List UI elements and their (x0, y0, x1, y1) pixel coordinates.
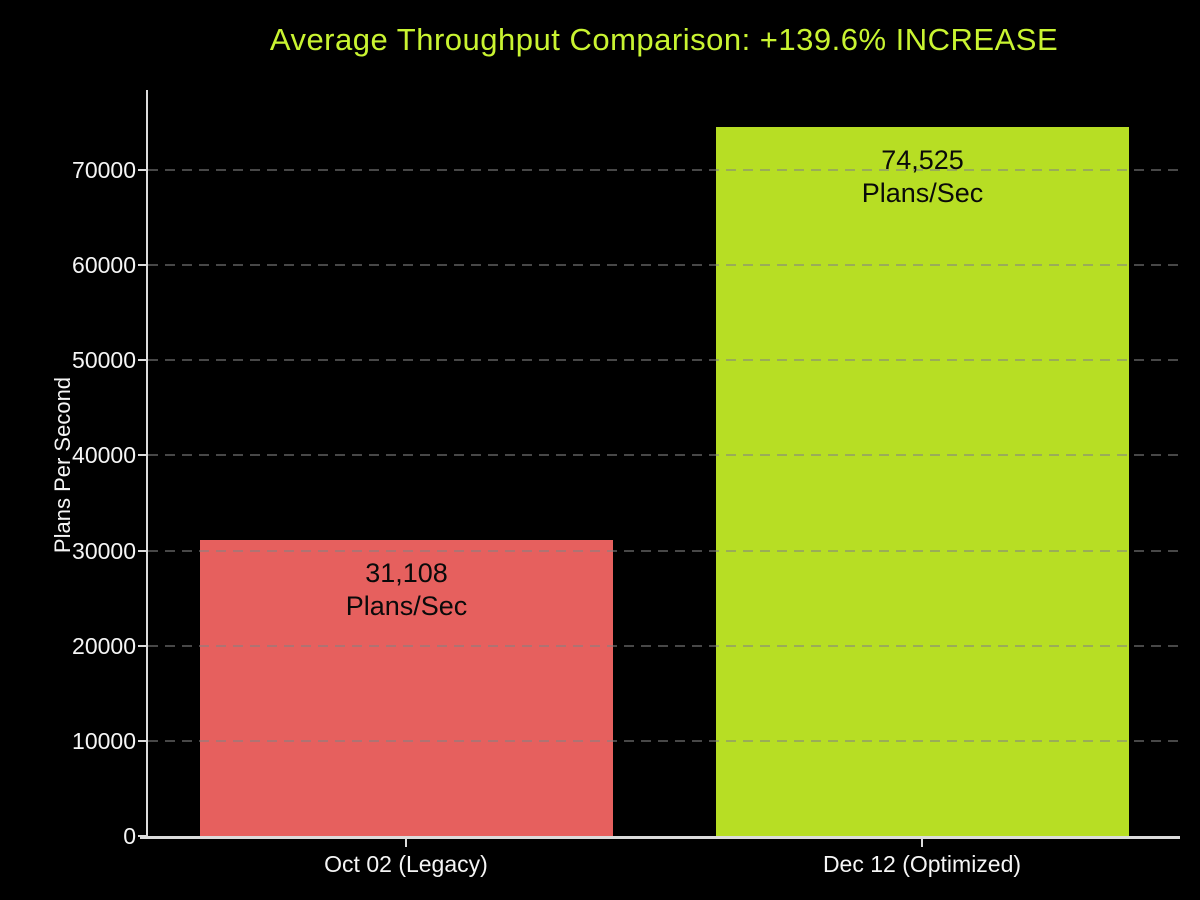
y-tick-label-50000: 50000 (72, 347, 136, 374)
gridline-20000 (148, 644, 1180, 647)
bar-0 (200, 540, 613, 836)
y-tick-mark-60000 (138, 264, 147, 267)
gridline-40000 (148, 454, 1180, 457)
gridline-70000 (148, 168, 1180, 171)
x-tick-label-1: Dec 12 (Optimized) (822, 851, 1022, 877)
bar-value-label-line: 74,525 (881, 145, 964, 175)
bar-value-label-0: 31,108 Plans/Sec (200, 557, 613, 623)
gridline-10000 (148, 739, 1180, 742)
y-tick-label-0: 0 (123, 823, 136, 849)
y-tick-mark-30000 (138, 549, 147, 552)
y-tick-label-40000: 40000 (72, 442, 136, 469)
gridline-50000 (148, 359, 1180, 362)
y-tick-label-30000: 30000 (72, 537, 136, 564)
y-tick-label-20000: 20000 (72, 632, 136, 659)
chart-title: Average Throughput Comparison: +139.6% I… (269, 22, 1059, 57)
y-tick-mark-20000 (138, 644, 147, 647)
y-axis-line (146, 90, 148, 839)
y-tick-mark-40000 (138, 454, 147, 457)
x-tick-label-0: Oct 02 (Legacy) (324, 851, 488, 877)
gridline-30000 (148, 549, 1180, 552)
gridline-60000 (148, 264, 1180, 267)
y-tick-label-70000: 70000 (72, 156, 136, 183)
y-tick-mark-70000 (138, 168, 147, 171)
x-tick-mark-0 (405, 839, 407, 847)
bar-value-label-line: Plans/Sec (861, 178, 984, 208)
y-tick-label-10000: 10000 (72, 727, 136, 754)
y-tick-mark-10000 (138, 739, 147, 742)
bar-1 (716, 127, 1129, 836)
y-tick-mark-0 (138, 835, 147, 837)
bar-value-label-1: 74,525 Plans/Sec (716, 144, 1129, 210)
y-tick-label-60000: 60000 (72, 252, 136, 279)
bar-value-label-line: Plans/Sec (345, 591, 468, 621)
x-axis-line (140, 836, 1180, 839)
y-tick-mark-50000 (138, 359, 147, 362)
x-tick-mark-1 (921, 839, 923, 847)
bar-value-label-line: 31,108 (365, 558, 448, 588)
